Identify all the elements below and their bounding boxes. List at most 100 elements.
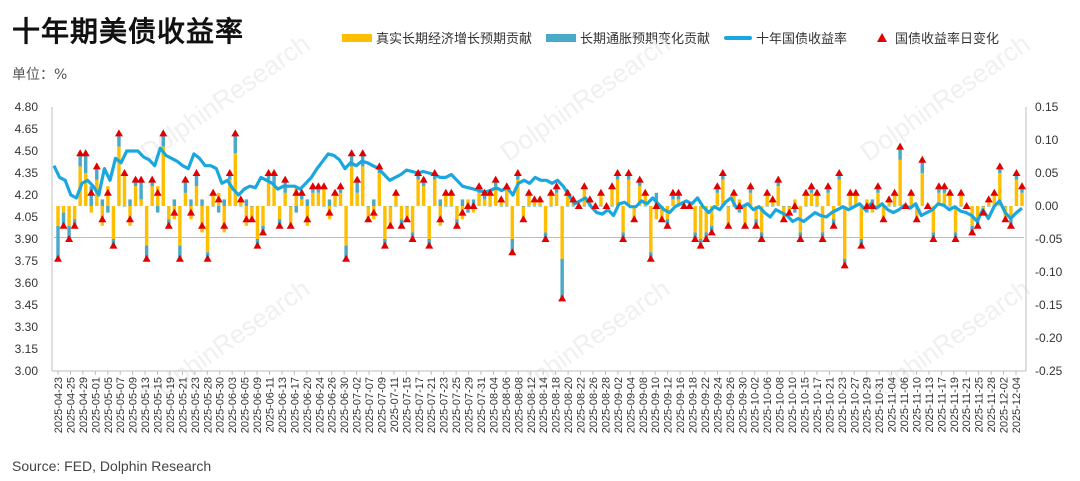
bar-real-growth (527, 192, 531, 206)
change-marker (231, 129, 240, 137)
bar-real-growth (931, 206, 936, 233)
bar-real-growth (715, 192, 720, 206)
y-left-tick-label: 3.90 (15, 232, 39, 246)
change-marker (973, 221, 982, 229)
change-marker (148, 175, 157, 183)
bar-inflation (89, 186, 93, 206)
bar-real-growth (759, 206, 764, 233)
bar-inflation (521, 206, 526, 207)
change-marker (170, 208, 179, 216)
change-marker (314, 182, 323, 190)
x-tick-label: 2025-06-30 (339, 377, 351, 433)
x-tick-label: 2025-12-04 (1011, 377, 1023, 433)
change-marker (159, 129, 168, 137)
bar-real-growth (820, 206, 825, 233)
bar-real-growth (975, 206, 980, 220)
change-marker (663, 221, 672, 229)
bar-real-growth (288, 206, 293, 226)
bar-inflation (288, 206, 293, 207)
change-marker (824, 182, 833, 190)
change-marker (846, 188, 855, 196)
change-marker (630, 215, 639, 223)
x-tick-label: 2025-09-22 (700, 377, 712, 433)
change-marker (54, 254, 62, 262)
change-marker (458, 208, 467, 216)
bar-real-growth (643, 192, 647, 206)
legend-item-change: 国债收益率日变化 (861, 28, 999, 47)
x-tick-label: 2025-10-23 (837, 377, 849, 433)
bar-inflation (233, 133, 238, 154)
bar-inflation (305, 199, 310, 206)
change-marker (369, 208, 378, 216)
bar-inflation (394, 206, 398, 207)
change-marker (530, 195, 539, 203)
bar-real-growth (804, 192, 808, 206)
bar-inflation (360, 153, 365, 167)
x-tick-label: 2025-07-21 (426, 377, 438, 433)
bar-real-growth (294, 186, 298, 206)
bar-inflation (67, 225, 71, 239)
change-marker (364, 215, 373, 223)
bar-real-growth (815, 192, 819, 206)
bar-real-growth (942, 192, 947, 206)
change-marker (813, 188, 822, 196)
bar-real-growth (826, 192, 830, 206)
x-tick-label: 2025-11-06 (899, 377, 911, 432)
x-tick-label: 2025-06-13 (277, 377, 289, 433)
bar-inflation (488, 206, 492, 207)
bar-real-growth (920, 173, 924, 206)
bar-real-growth (510, 206, 515, 239)
change-marker (87, 188, 96, 196)
change-marker (835, 169, 844, 176)
bar-real-growth (344, 206, 348, 246)
bar-real-growth (632, 206, 636, 220)
bar-real-growth (421, 186, 426, 206)
x-tick-label: 2025-10-08 (775, 377, 787, 433)
bar-real-growth (228, 179, 232, 206)
change-marker (890, 188, 899, 196)
bar-real-growth (150, 186, 154, 206)
change-marker (569, 195, 578, 203)
bar-inflation (444, 206, 448, 207)
bar-inflation (981, 206, 985, 207)
y-left-tick-label: 4.20 (15, 188, 39, 202)
bar-inflation (139, 179, 143, 200)
change-marker (436, 215, 445, 223)
change-marker (929, 235, 938, 242)
bar-real-growth (754, 206, 758, 220)
x-tick-label: 2025-08-06 (501, 377, 513, 433)
bar-real-growth (676, 199, 681, 206)
bar-real-growth (471, 206, 476, 213)
bar-inflation (654, 192, 659, 206)
x-tick-label: 2025-09-04 (625, 377, 637, 433)
bar-real-growth (710, 206, 714, 226)
change-marker (558, 294, 567, 302)
change-marker (414, 169, 423, 176)
change-marker (702, 235, 711, 242)
change-marker (524, 188, 533, 196)
x-tick-label: 2025-05-30 (215, 377, 227, 433)
legend-item-real: 真实长期经济增长预期贡献 (342, 28, 532, 47)
bar-inflation (327, 199, 332, 206)
bar-inflation (95, 166, 99, 180)
y-left-tick-label: 3.45 (15, 298, 39, 312)
change-marker (868, 202, 877, 209)
change-marker (1001, 215, 1010, 223)
bar-inflation (300, 192, 304, 200)
bar-real-growth (959, 192, 963, 206)
x-tick-label: 2025-09-18 (688, 377, 700, 433)
change-marker (602, 202, 611, 209)
change-marker (984, 195, 993, 203)
change-marker (103, 188, 112, 196)
change-marker (353, 175, 362, 183)
bar-real-growth (444, 192, 448, 206)
bar-inflation (638, 179, 642, 187)
bar-real-growth (909, 192, 913, 206)
change-marker (691, 235, 700, 242)
bar-inflation (942, 186, 947, 193)
change-marker (536, 195, 544, 203)
bar-real-growth (698, 206, 703, 239)
change-marker (873, 182, 882, 190)
bar-real-growth (638, 186, 642, 206)
bar-inflation (549, 206, 553, 207)
